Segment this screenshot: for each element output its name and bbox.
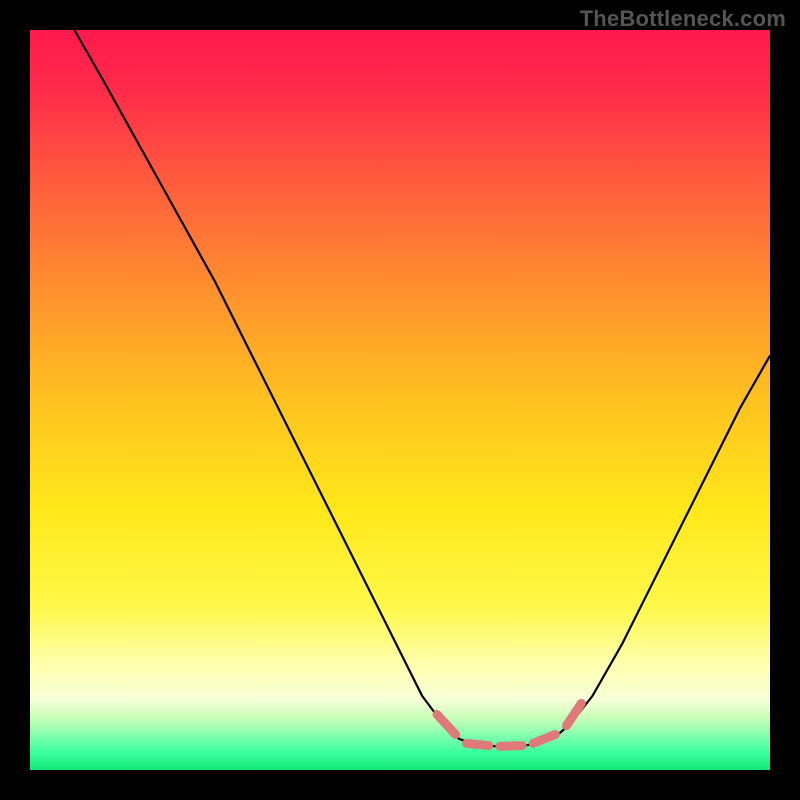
watermark-text: TheBottleneck.com xyxy=(580,6,786,32)
bottleneck-chart xyxy=(0,0,800,800)
chart-frame: TheBottleneck.com xyxy=(0,0,800,800)
overlay-dash xyxy=(500,746,522,747)
plot-background xyxy=(30,30,770,770)
overlay-dash xyxy=(467,743,489,745)
